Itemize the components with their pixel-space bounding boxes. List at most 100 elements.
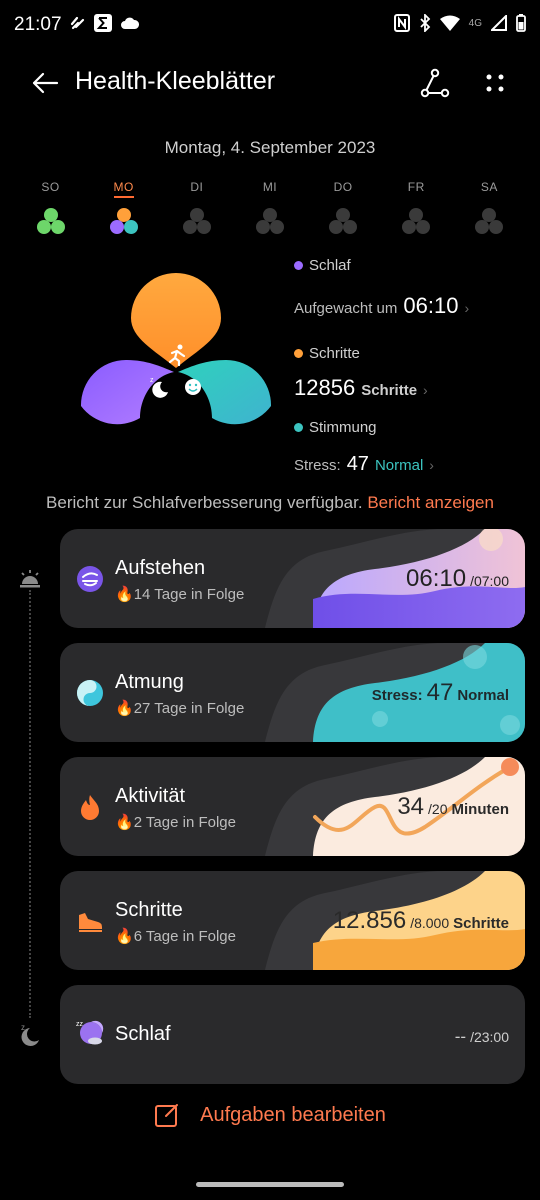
day-label: FR bbox=[407, 180, 425, 194]
legend-label: Schlaf bbox=[309, 256, 351, 274]
current-date: Montag, 4. September 2023 bbox=[164, 138, 376, 157]
wake-up-icon bbox=[77, 566, 103, 592]
alarm-bell-icon bbox=[20, 570, 40, 588]
wake-time: 06:10 bbox=[403, 293, 459, 318]
chevron-right-icon: › bbox=[429, 457, 434, 473]
streak-text: 🔥6 Tage in Folge bbox=[115, 927, 236, 945]
signal-icon bbox=[491, 15, 507, 31]
card-title: Aktivität bbox=[115, 785, 186, 807]
bedtime-moon-icon: z bbox=[21, 1023, 39, 1046]
streak-label: 2 Tage in Folge bbox=[133, 814, 236, 831]
day-label: MI bbox=[262, 180, 278, 194]
stress-stat[interactable]: Stress: 47 Normal › bbox=[294, 453, 524, 476]
task-card-wake-up[interactable]: Aufstehen 🔥14 Tage in Folge 06:10/07:00 bbox=[60, 529, 525, 628]
steps-wave-art bbox=[265, 871, 525, 970]
activity-value: 34 bbox=[397, 793, 425, 820]
breathing-wave-art bbox=[265, 643, 525, 742]
timeline-line bbox=[29, 590, 31, 1018]
card-title: Aufstehen bbox=[115, 557, 206, 579]
health-clover-graphic[interactable]: z bbox=[76, 268, 276, 458]
day-sunday[interactable]: SO bbox=[14, 180, 87, 242]
sleep-stat[interactable]: Aufgewacht um 06:10 › bbox=[294, 293, 524, 319]
task-card-steps[interactable]: Schritte 🔥6 Tage in Folge 12.856/8.000 Sc… bbox=[60, 871, 525, 970]
svg-text:z: z bbox=[21, 1023, 25, 1032]
network-type: 4G bbox=[468, 17, 482, 29]
card-value: Stress: 47 Normal bbox=[372, 679, 509, 707]
steps-value: 12.856 bbox=[332, 907, 407, 934]
chevron-right-icon: › bbox=[423, 382, 428, 398]
edit-tasks-button[interactable]: Aufgaben bearbeiten bbox=[0, 1102, 540, 1128]
gesture-nav-handle[interactable] bbox=[196, 1182, 344, 1187]
back-button[interactable] bbox=[28, 66, 62, 100]
system-icons: 4G bbox=[393, 14, 526, 32]
notification-icons bbox=[70, 14, 140, 32]
day-tuesday[interactable]: DI bbox=[160, 180, 233, 242]
day-friday[interactable]: FR bbox=[380, 180, 453, 242]
sleep-icon: zz bbox=[76, 1020, 104, 1045]
clover-indicator-icon bbox=[109, 208, 139, 236]
show-report-link[interactable]: Bericht anzeigen bbox=[367, 493, 494, 512]
steps-unit: Schritte bbox=[361, 382, 418, 399]
sigma-icon bbox=[94, 14, 112, 32]
shoe-icon bbox=[79, 913, 102, 932]
stress-text: Stress: bbox=[294, 457, 341, 474]
day-monday[interactable]: MO bbox=[87, 180, 160, 242]
chevron-right-icon: › bbox=[464, 300, 470, 316]
task-card-breathing[interactable]: Atmung 🔥27 Tage in Folge Stress: 47 Normal bbox=[60, 643, 525, 742]
sleep-leaf bbox=[80, 360, 174, 425]
more-options-button[interactable] bbox=[478, 66, 512, 100]
task-card-activity[interactable]: Aktivität 🔥2 Tage in Folge 34/20 Minuten bbox=[60, 757, 525, 856]
steps-leaf bbox=[131, 273, 221, 368]
share-button[interactable] bbox=[418, 66, 452, 100]
svg-text:zz: zz bbox=[76, 1021, 84, 1028]
report-text: Bericht zur Schlafverbesserung verfügbar… bbox=[46, 493, 363, 512]
mood-legend: Stimmung bbox=[294, 417, 524, 437]
week-selector: SO MO DI MI DO FR SA bbox=[14, 180, 526, 242]
day-label: DO bbox=[333, 180, 353, 194]
app-bar: Health-Kleeblätter bbox=[0, 58, 540, 106]
card-value: 34/20 Minuten bbox=[397, 793, 509, 821]
clover-indicator-icon bbox=[401, 208, 431, 236]
share-icon bbox=[420, 68, 450, 98]
card-value: 12.856/8.000 Schritte bbox=[333, 907, 509, 935]
bluetooth-icon bbox=[420, 14, 430, 32]
wake-value: 06:10 bbox=[406, 565, 467, 592]
card-value: 06:10/07:00 bbox=[406, 565, 509, 593]
clover-indicator-icon bbox=[474, 208, 504, 236]
sleep-legend: Schlaf bbox=[294, 255, 524, 275]
day-wednesday[interactable]: MI bbox=[233, 180, 306, 242]
status-time: 21:07 bbox=[14, 14, 62, 35]
status-bar: 21:07 4G bbox=[0, 0, 540, 50]
steps-count: 12856 bbox=[294, 375, 356, 400]
wake-target: /07:00 bbox=[470, 573, 509, 589]
clover-indicator-icon bbox=[255, 208, 285, 236]
stress-value: 47 bbox=[346, 453, 369, 475]
day-saturday[interactable]: SA bbox=[453, 180, 526, 242]
wake-up-wave-art bbox=[265, 529, 525, 628]
svg-text:z: z bbox=[150, 377, 154, 384]
task-card-sleep[interactable]: zz Schlaf --/23:00 bbox=[60, 985, 525, 1084]
running-icon bbox=[168, 344, 186, 367]
mood-smiley-icon bbox=[185, 379, 201, 395]
steps-stat[interactable]: 12856 Schritte › bbox=[294, 375, 524, 401]
day-label: SO bbox=[41, 180, 60, 194]
clover-indicator-icon bbox=[182, 208, 212, 236]
activity-target: /20 bbox=[428, 801, 448, 817]
daily-stats: Schlaf Aufgewacht um 06:10 › Schritte 12… bbox=[294, 255, 524, 476]
card-title: Schlaf bbox=[115, 1023, 171, 1045]
app-notification-icon bbox=[70, 16, 85, 30]
flame-activity-icon bbox=[81, 795, 99, 820]
stress-prefix: Stress: bbox=[371, 687, 423, 704]
sleep-dot-icon bbox=[294, 260, 303, 270]
streak-label: 27 Tage in Folge bbox=[133, 700, 245, 717]
day-label: DI bbox=[190, 180, 204, 194]
streak-label: 6 Tage in Folge bbox=[133, 928, 236, 945]
battery-icon bbox=[516, 14, 526, 32]
day-thursday[interactable]: DO bbox=[307, 180, 380, 242]
card-title: Schritte bbox=[115, 899, 183, 921]
mood-dot-icon bbox=[294, 422, 303, 432]
legend-label: Schritte bbox=[309, 344, 360, 362]
streak-text: 🔥14 Tage in Folge bbox=[115, 585, 244, 603]
clover-indicator-icon bbox=[328, 208, 358, 236]
clover-indicator-icon bbox=[36, 208, 66, 236]
